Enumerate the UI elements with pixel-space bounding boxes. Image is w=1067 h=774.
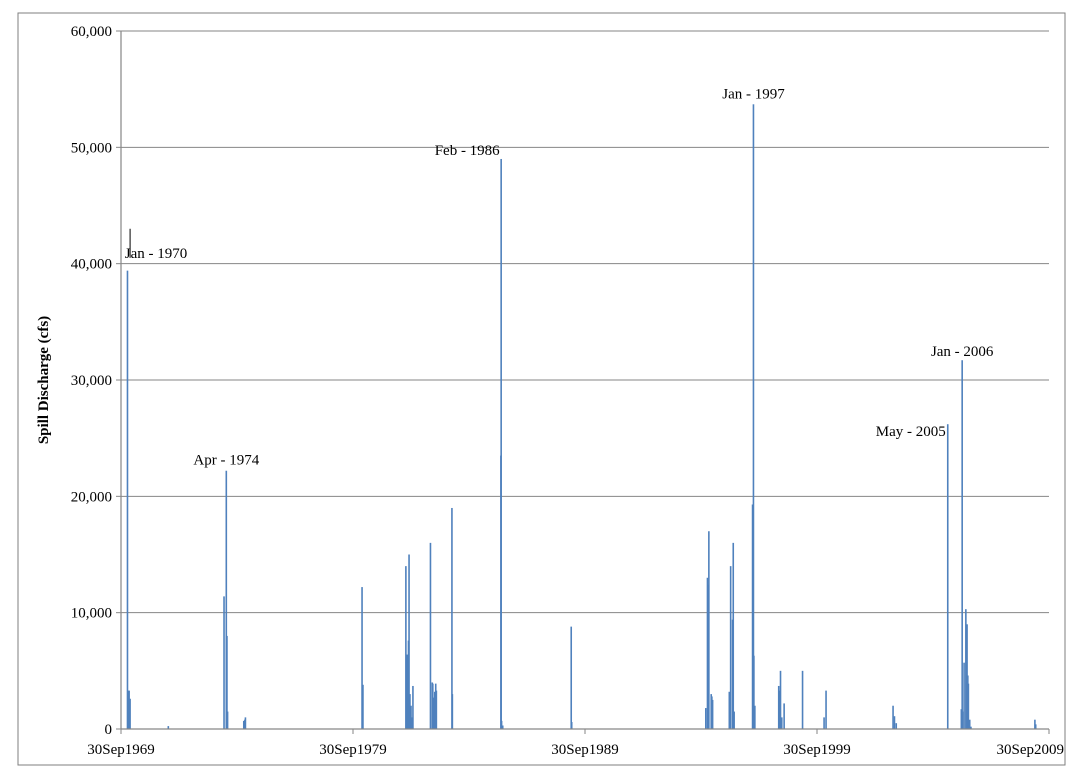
- discharge-bar: [406, 654, 409, 729]
- discharge-bar: [412, 685, 414, 729]
- peak-annotation: Jan - 2006: [931, 344, 994, 360]
- discharge-bar: [777, 685, 780, 729]
- discharge-bar: [779, 670, 782, 729]
- discharge-bar: [432, 697, 435, 729]
- y-tick-label: 10,000: [71, 606, 112, 622]
- discharge-bar: [801, 670, 804, 729]
- discharge-bar: [362, 684, 364, 729]
- discharge-bar: [226, 711, 229, 729]
- discharge-bar: [752, 104, 755, 730]
- peak-annotation: Feb - 1986: [435, 143, 500, 159]
- discharge-bar: [732, 542, 735, 729]
- discharge-bar: [129, 698, 131, 729]
- discharge-bar: [433, 691, 436, 729]
- discharge-bar: [783, 703, 785, 729]
- y-tick-label: 20,000: [71, 489, 112, 505]
- discharge-bar: [823, 717, 825, 729]
- discharge-bar: [961, 711, 964, 729]
- discharge-bar: [501, 725, 504, 729]
- peak-annotation: May - 2005: [876, 424, 946, 440]
- discharge-bar: [167, 726, 170, 729]
- discharge-bar: [780, 717, 783, 729]
- discharge-bar: [946, 424, 949, 729]
- discharge-bar: [570, 722, 573, 729]
- y-tick-label: 50,000: [71, 140, 112, 156]
- peak-annotation: Jan - 1970: [125, 246, 188, 262]
- discharge-bar: [411, 717, 413, 729]
- discharge-bar: [965, 609, 967, 729]
- y-axis-title: Spill Discharge (cfs): [36, 316, 52, 444]
- discharge-bar: [244, 717, 247, 729]
- y-tick-label: 30,000: [71, 373, 112, 389]
- discharge-bar: [825, 690, 827, 729]
- discharge-bar: [1034, 719, 1036, 729]
- discharge-bar: [893, 716, 896, 729]
- discharge-bar: [435, 690, 438, 729]
- y-tick-label: 40,000: [71, 257, 112, 273]
- discharge-bar: [223, 596, 225, 729]
- peak-annotation: Jan - 1997: [722, 86, 785, 102]
- discharge-bar: [128, 690, 130, 729]
- discharge-bar: [708, 531, 710, 729]
- discharge-bar: [967, 683, 970, 729]
- x-tick-label: 30Sep1999: [783, 742, 851, 758]
- discharge-bar: [408, 554, 410, 729]
- discharge-bar: [451, 507, 453, 729]
- discharge-bar: [500, 720, 503, 729]
- discharge-bar: [500, 158, 502, 730]
- discharge-bar: [1034, 724, 1037, 729]
- tick-labels: 0 10,000 20,000 30,000 40,000 50,000 60,000 30S…: [71, 24, 1064, 758]
- annotations: Jan - 1970 Apr - 1974 Feb - 1986 Jan - 1997…: [125, 86, 994, 468]
- discharge-bar: [963, 662, 965, 729]
- discharge-bar: [729, 566, 732, 729]
- discharge-bar: [226, 635, 228, 729]
- discharge-bar: [895, 723, 898, 729]
- discharge-bar: [225, 470, 228, 729]
- discharge-bar: [751, 504, 754, 729]
- discharge-bar: [451, 694, 454, 729]
- discharge-bar: [409, 694, 411, 729]
- y-tick-label: 60,000: [71, 24, 112, 40]
- discharge-bar: [705, 708, 707, 729]
- discharge-bar: [960, 709, 963, 729]
- x-tick-label: 30Sep1979: [319, 742, 387, 758]
- discharge-bar: [126, 270, 129, 729]
- discharge-bar: [970, 726, 972, 729]
- discharge-bar: [711, 699, 714, 729]
- discharge-bar: [570, 626, 573, 729]
- discharge-bar: [127, 690, 130, 729]
- discharge-bar: [405, 566, 407, 729]
- x-tick-label: 30Sep1969: [87, 742, 155, 758]
- discharge-bar: [361, 587, 363, 729]
- discharge-bar: [968, 719, 971, 729]
- bar-series: [126, 104, 1037, 730]
- chart-area-border: [17, 12, 1066, 766]
- x-tick-label: 30Sep2009: [997, 742, 1065, 758]
- discharge-bar: [429, 542, 432, 729]
- gridlines: [121, 30, 1049, 614]
- discharge-bar: [410, 705, 412, 729]
- discharge-bar: [432, 683, 434, 729]
- discharge-bar: [733, 711, 735, 729]
- discharge-bar: [242, 720, 245, 729]
- y-tick-label: 0: [105, 722, 113, 738]
- peak-annotation: Apr - 1974: [193, 453, 259, 469]
- discharge-bar: [778, 690, 781, 729]
- x-tick-label: 30Sep1989: [551, 742, 619, 758]
- discharge-bar: [754, 705, 756, 729]
- discharge-bar: [753, 655, 755, 729]
- discharge-bar: [961, 360, 963, 729]
- discharge-bar: [892, 705, 894, 729]
- discharge-bar: [728, 691, 731, 729]
